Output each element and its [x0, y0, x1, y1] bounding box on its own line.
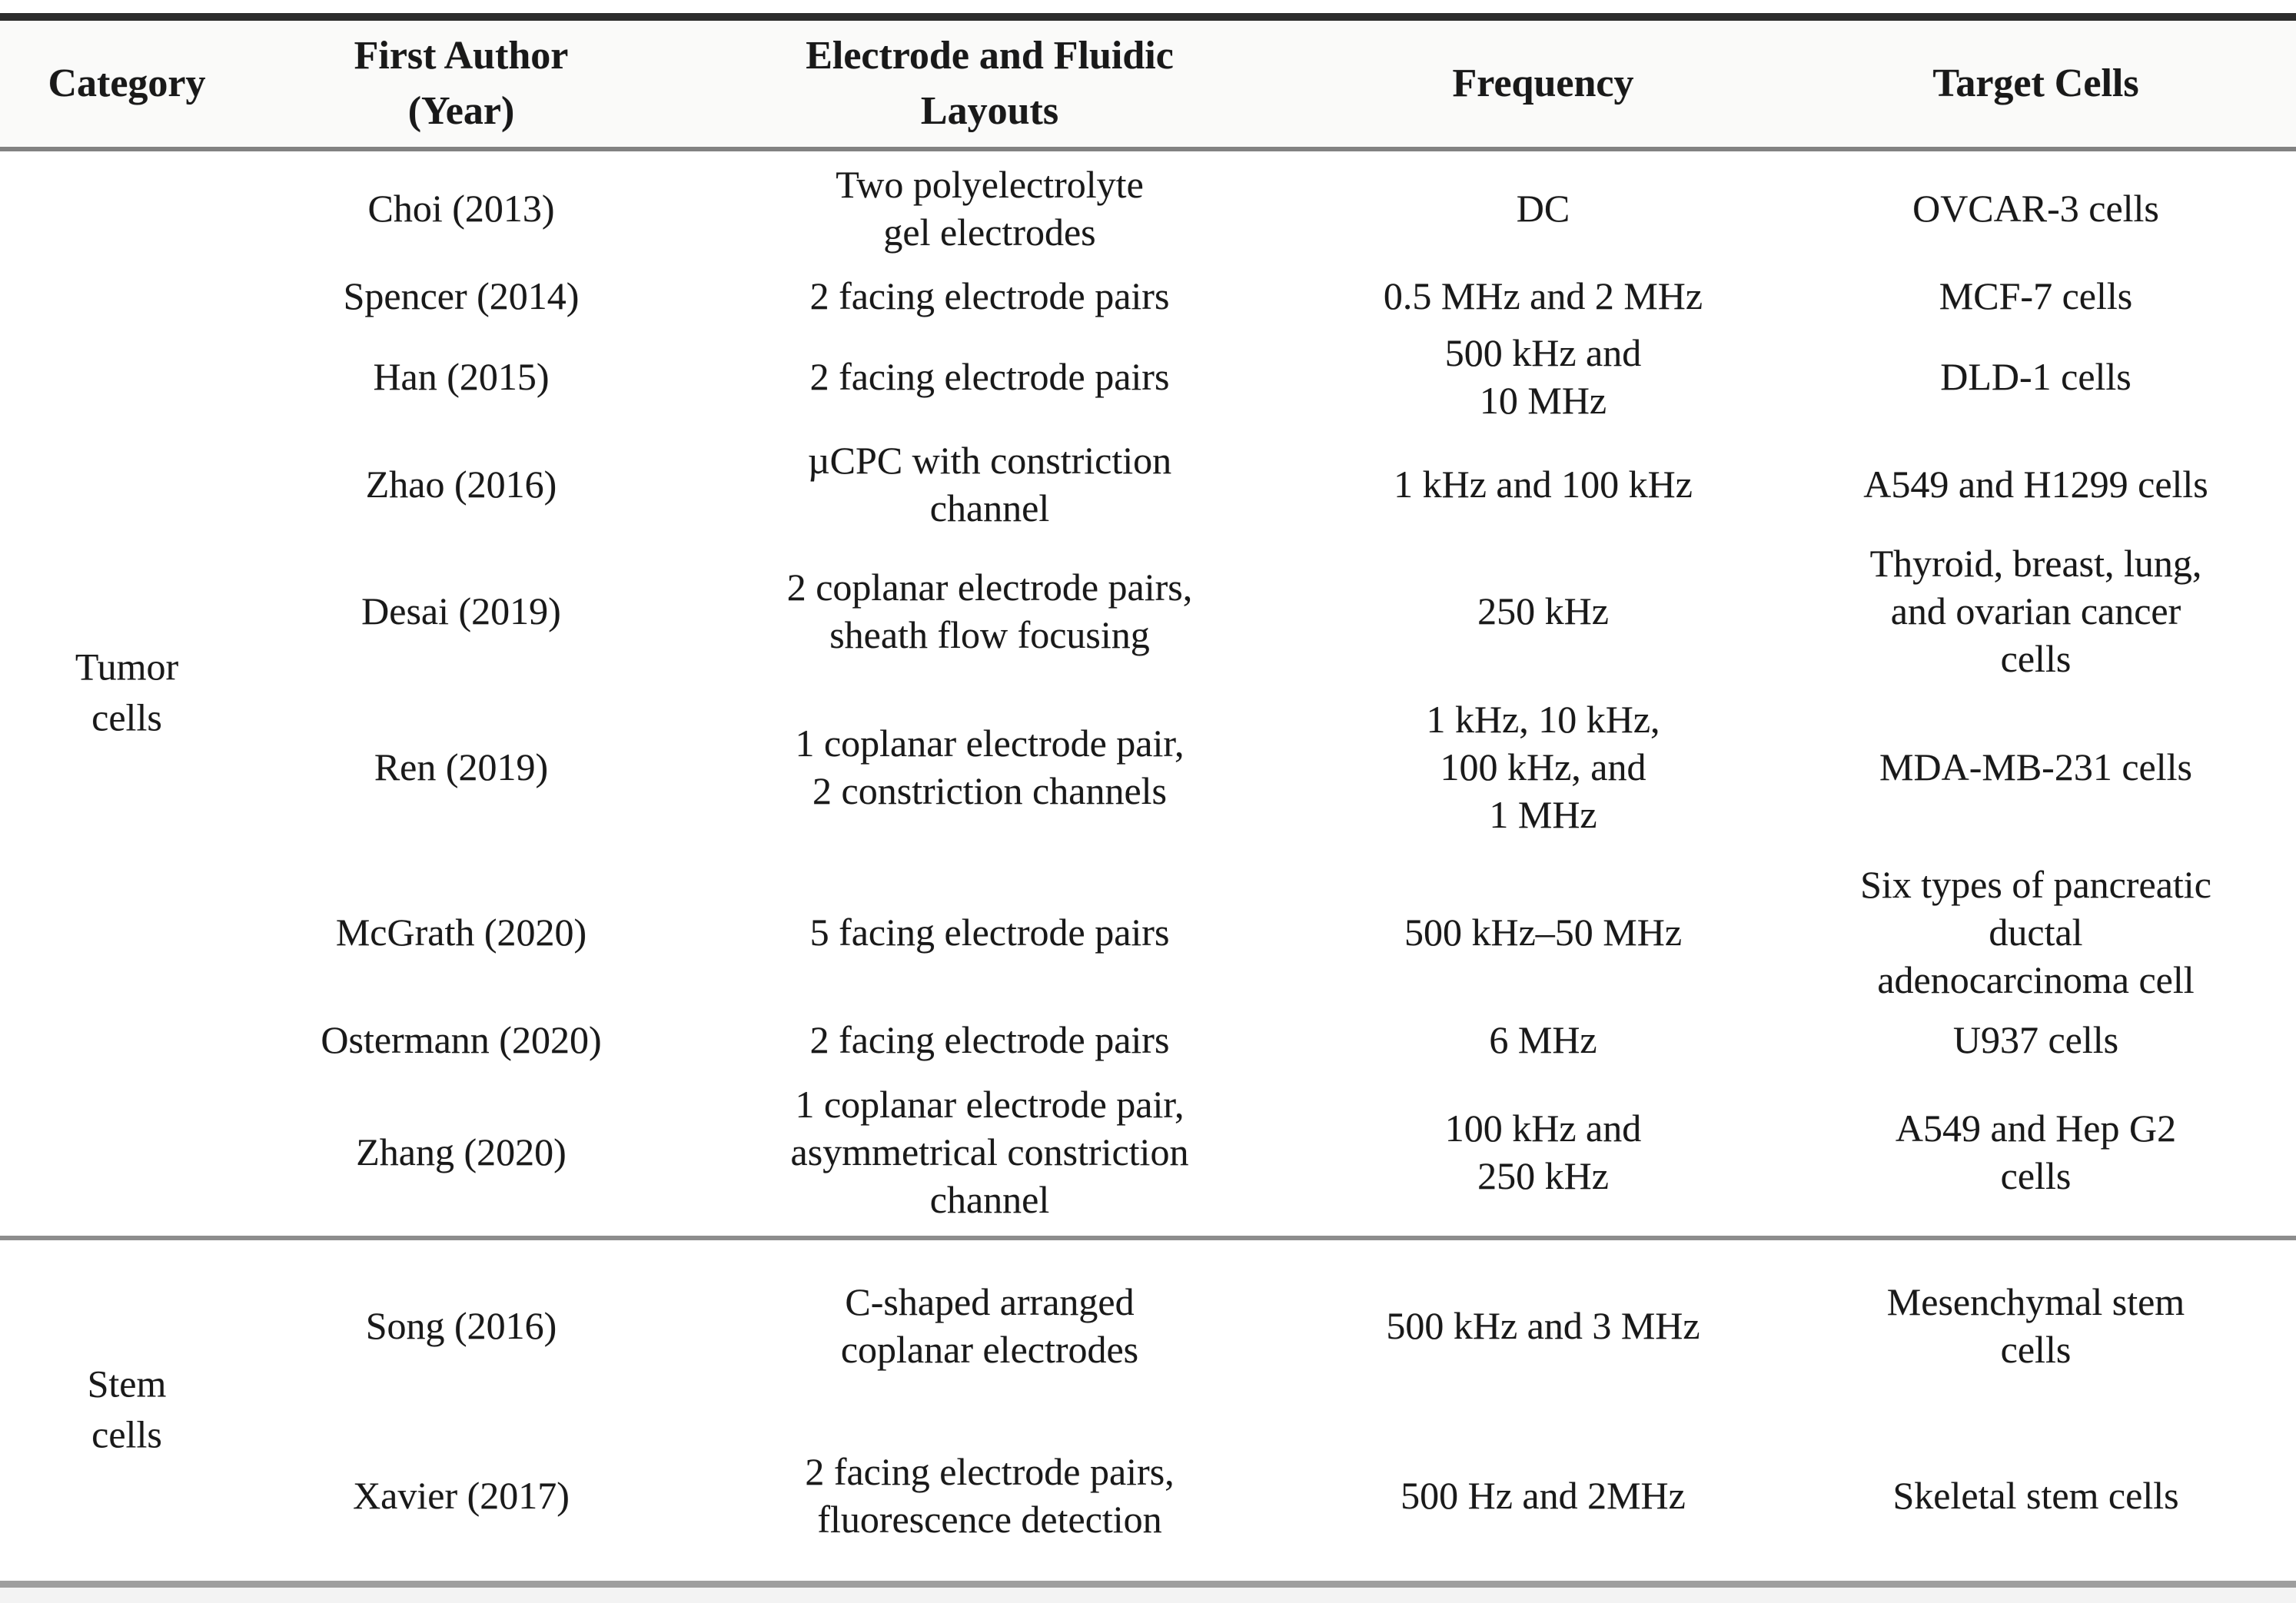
bottom-rule — [0, 1581, 2296, 1588]
frequency-cell: 500 kHz and 3 MHz — [1386, 1303, 1700, 1347]
category-label-stem-cells: Stem cells — [87, 1361, 167, 1455]
table-row: McGrath (2020) 5 facing electrode pairs … — [0, 853, 2296, 1011]
target-cell: U937 cells — [1952, 1017, 2119, 1061]
layout-cell: 1 coplanar electrode pair, asymmetrical … — [790, 1083, 1189, 1221]
author-cell: Zhang (2020) — [356, 1130, 567, 1173]
target-cell: Thyroid, breast, lung, and ovarian cance… — [1869, 542, 2202, 680]
layout-cell: 2 facing electrode pairs — [809, 274, 1170, 317]
frequency-cell: 100 kHz and 250 kHz — [1444, 1107, 1642, 1197]
frequency-cell: 0.5 MHz and 2 MHz — [1383, 274, 1703, 317]
layout-cell: 1 coplanar electrode pair, 2 constrictio… — [795, 721, 1185, 812]
author-cell: Han (2015) — [373, 355, 550, 398]
bottom-margin-strip — [0, 1588, 2296, 1603]
target-cell: MDA-MB-231 cells — [1879, 745, 2192, 788]
author-cell: Choi (2013) — [367, 187, 555, 230]
table-header-row: Category First Author (Year) Electrode a… — [0, 21, 2296, 147]
table-row: Zhao (2016) µCPC with constriction chann… — [0, 426, 2296, 542]
author-cell: Xavier (2017) — [353, 1474, 570, 1517]
table-row: Choi (2013) Two polyelectrolyte gel elec… — [0, 151, 2296, 265]
layout-cell: Two polyelectrolyte gel electrodes — [836, 163, 1144, 254]
author-cell: McGrath (2020) — [335, 910, 587, 954]
column-header-frequency: Frequency — [1452, 61, 1634, 105]
table-row: Ren (2019) 1 coplanar electrode pair, 2 … — [0, 680, 2296, 853]
column-header-first-author: First Author (Year) — [354, 34, 569, 133]
frequency-cell: 1 kHz, 10 kHz, 100 kHz, and 1 MHz — [1426, 697, 1660, 836]
layout-cell: 2 facing electrode pairs — [809, 1017, 1170, 1061]
top-rule — [0, 13, 2296, 21]
frequency-cell: 250 kHz — [1477, 589, 1609, 632]
frequency-cell: DC — [1516, 187, 1570, 230]
author-cell: Ostermann (2020) — [321, 1017, 602, 1061]
table-row: Song (2016) C-shaped arranged coplanar e… — [0, 1240, 2296, 1410]
author-cell: Song (2016) — [365, 1303, 557, 1347]
author-cell: Desai (2019) — [361, 589, 561, 632]
column-header-category: Category — [48, 61, 206, 105]
author-cell: Ren (2019) — [374, 745, 549, 788]
frequency-cell: 1 kHz and 100 kHz — [1394, 463, 1693, 506]
section-tumor-cells: Tumor cells Choi (2013) Two polyelectrol… — [0, 151, 2296, 1236]
target-cell: A549 and Hep G2 cells — [1895, 1107, 2177, 1197]
frequency-cell: 500 kHz and 10 MHz — [1444, 331, 1642, 422]
author-cell: Zhao (2016) — [365, 463, 557, 506]
layout-cell: 5 facing electrode pairs — [809, 910, 1170, 954]
table-row: Spencer (2014) 2 facing electrode pairs … — [0, 265, 2296, 327]
section-stem-cells: Stem cells Song (2016) C-shaped arranged… — [0, 1240, 2296, 1581]
frequency-cell: 500 kHz–50 MHz — [1404, 910, 1683, 954]
table-row: Zhang (2020) 1 coplanar electrode pair, … — [0, 1068, 2296, 1236]
target-cell: Six types of pancreatic ductal adenocarc… — [1860, 862, 2211, 1001]
table-row: Xavier (2017) 2 facing electrode pairs, … — [0, 1410, 2296, 1581]
column-header-electrode-layouts: Electrode and Fluidic Layouts — [806, 34, 1174, 133]
table-row: Desai (2019) 2 coplanar electrode pairs,… — [0, 542, 2296, 680]
section-divider-rule — [0, 1236, 2296, 1240]
layout-cell: 2 facing electrode pairs, fluorescence d… — [805, 1450, 1175, 1541]
target-cell: DLD-1 cells — [1940, 355, 2132, 398]
layout-cell: 2 coplanar electrode pairs, sheath flow … — [786, 566, 1193, 656]
target-cell: MCF-7 cells — [1939, 274, 2133, 317]
header-divider-rule — [0, 147, 2296, 151]
author-cell: Spencer (2014) — [343, 274, 580, 317]
category-label-tumor-cells: Tumor cells — [75, 644, 179, 738]
frequency-cell: 500 Hz and 2MHz — [1401, 1474, 1686, 1517]
table-row: Han (2015) 2 facing electrode pairs 500 … — [0, 327, 2296, 426]
frequency-cell: 6 MHz — [1489, 1017, 1597, 1061]
layout-cell: µCPC with constriction channel — [807, 439, 1172, 529]
target-cell: Skeletal stem cells — [1892, 1474, 2179, 1517]
layout-cell: C-shaped arranged coplanar electrodes — [840, 1279, 1139, 1371]
target-cell: A549 and H1299 cells — [1863, 463, 2208, 506]
layout-cell: 2 facing electrode pairs — [809, 355, 1170, 398]
target-cell: OVCAR-3 cells — [1912, 187, 2159, 230]
table-row: Ostermann (2020) 2 facing electrode pair… — [0, 1011, 2296, 1068]
target-cell: Mesenchymal stem cells — [1886, 1279, 2185, 1371]
column-header-target-cells: Target Cells — [1932, 61, 2139, 105]
